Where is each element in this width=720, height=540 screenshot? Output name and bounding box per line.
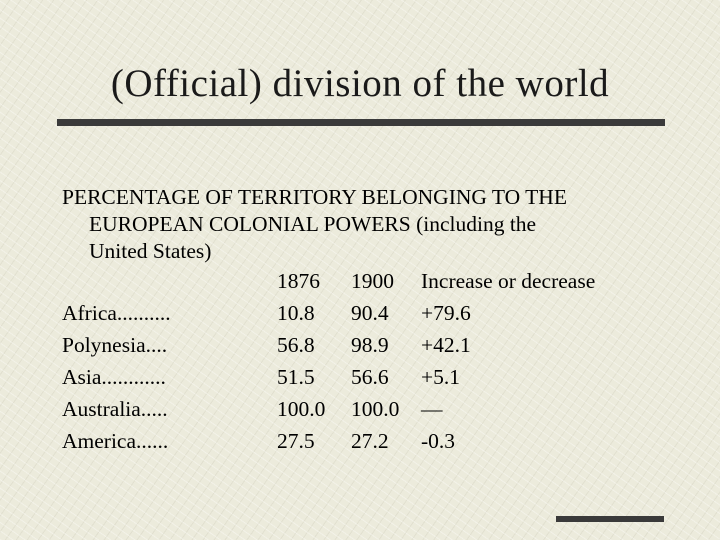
- territory-table: 1876 1900 Increase or decrease Africa...…: [0, 265, 720, 457]
- intro-line-2: EUROPEAN COLONIAL POWERS (including the: [89, 212, 537, 236]
- value-1876: 56.8: [277, 333, 315, 357]
- region-name: Africa..........: [62, 301, 171, 325]
- region-name: America......: [62, 429, 169, 453]
- value-1900: 98.9: [351, 333, 389, 357]
- table-row: Polynesia.... 56.8 98.9 +42.1: [0, 329, 720, 361]
- table-row: Africa.......... 10.8 90.4 +79.6: [0, 297, 720, 329]
- footer-accent-bar: [556, 516, 664, 522]
- region-name: Australia.....: [62, 397, 168, 421]
- table-row: America...... 27.5 27.2 -0.3: [0, 425, 720, 457]
- intro-line-1: PERCENTAGE OF TERRITORY BELONGING TO THE: [62, 185, 567, 209]
- value-1900: 90.4: [351, 301, 389, 325]
- value-1876: 10.8: [277, 301, 315, 325]
- table-row: Asia............ 51.5 56.6 +5.1: [0, 361, 720, 393]
- header-1900: 1900: [351, 269, 394, 293]
- header-change: Increase or decrease: [421, 269, 596, 293]
- header-1876: 1876: [277, 269, 320, 293]
- value-change: +5.1: [421, 365, 461, 389]
- intro-line-3: United States): [89, 239, 212, 263]
- slide-title: (Official) division of the world: [110, 62, 610, 105]
- value-change: —: [421, 397, 443, 421]
- value-1900: 100.0: [351, 397, 400, 421]
- table-header-row: 1876 1900 Increase or decrease: [0, 265, 720, 297]
- value-1876: 27.5: [277, 429, 315, 453]
- value-1900: 56.6: [351, 365, 389, 389]
- region-name: Polynesia....: [62, 333, 168, 357]
- value-1876: 51.5: [277, 365, 315, 389]
- value-1876: 100.0: [277, 397, 326, 421]
- intro-paragraph: PERCENTAGE OF TERRITORY BELONGING TO THE…: [62, 184, 662, 265]
- value-change: +79.6: [421, 301, 471, 325]
- title-underline-bar: [57, 119, 665, 126]
- value-change: +42.1: [421, 333, 471, 357]
- region-name: Asia............: [62, 365, 166, 389]
- table-row: Australia..... 100.0 100.0 —: [0, 393, 720, 425]
- value-change: -0.3: [421, 429, 456, 453]
- value-1900: 27.2: [351, 429, 389, 453]
